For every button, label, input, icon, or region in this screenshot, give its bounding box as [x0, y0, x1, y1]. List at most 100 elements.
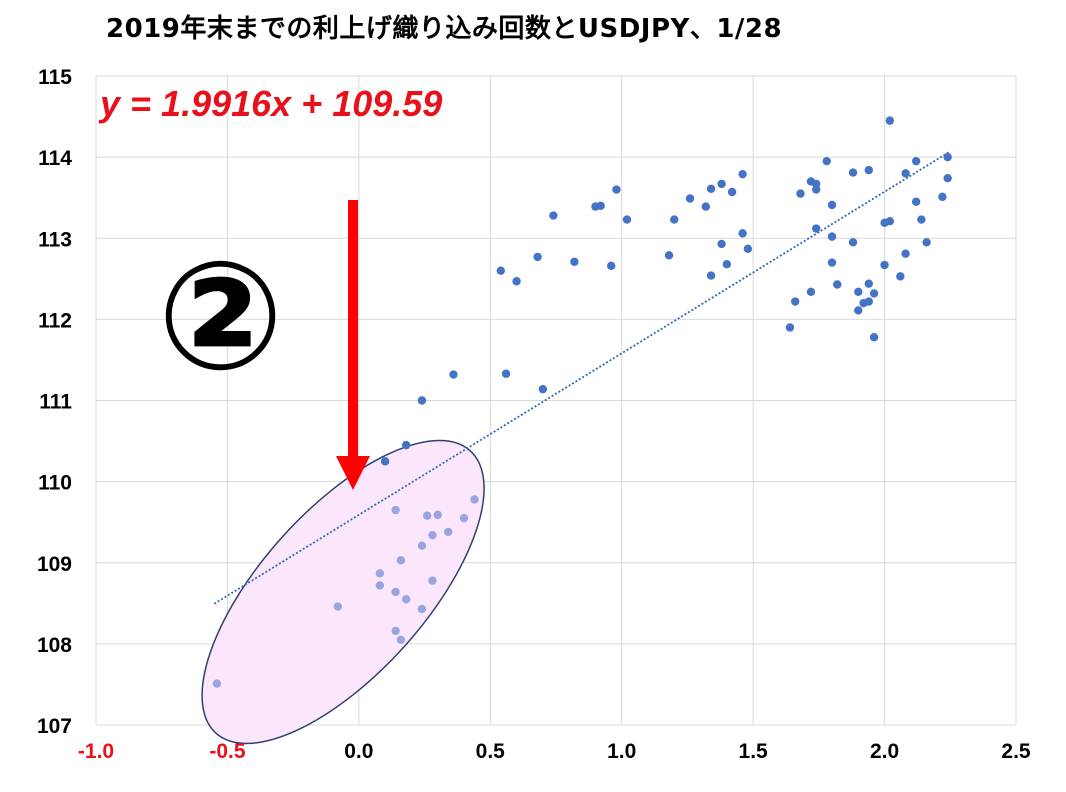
data-point	[607, 261, 616, 271]
y-tick-label: 112	[38, 309, 72, 332]
data-point	[664, 251, 674, 260]
data-point	[901, 249, 910, 258]
data-point	[869, 289, 879, 298]
data-point	[596, 201, 605, 210]
data-point	[938, 192, 947, 202]
x-tick-label: -0.5	[209, 740, 246, 763]
data-point	[854, 306, 863, 315]
x-tick-label: 2.5	[1001, 740, 1031, 763]
data-point	[864, 279, 873, 288]
data-point	[869, 333, 879, 342]
data-points-layer	[212, 116, 952, 688]
data-point	[833, 280, 842, 289]
y-tick-label: 114	[38, 147, 72, 170]
highlighted-data-point	[470, 495, 479, 504]
y-tick-label: 110	[38, 472, 72, 495]
highlight-ellipse-layer	[201, 439, 485, 745]
data-point	[864, 297, 873, 306]
data-point	[417, 396, 427, 405]
highlighted-data-point	[391, 587, 400, 597]
highlighted-data-point	[417, 541, 427, 550]
data-point	[512, 277, 521, 286]
data-point	[727, 187, 737, 197]
data-point	[806, 287, 816, 296]
data-point	[943, 152, 952, 162]
data-point	[812, 224, 821, 233]
data-point	[822, 156, 831, 166]
data-point	[538, 384, 548, 394]
highlighted-data-point	[444, 527, 453, 537]
highlighted-data-point	[333, 602, 343, 611]
highlighted-data-point	[417, 604, 427, 614]
data-point	[812, 185, 821, 194]
data-point	[380, 457, 390, 466]
data-point	[864, 165, 873, 175]
y-tick-label: 108	[37, 634, 72, 657]
data-point	[722, 260, 732, 269]
highlighted-data-point	[391, 626, 400, 636]
data-point	[401, 440, 411, 450]
data-point	[612, 185, 621, 194]
data-point	[701, 202, 711, 211]
regression-equation-label: y = 1.9916x + 109.59	[98, 83, 442, 124]
data-point	[743, 244, 753, 253]
trendline	[213, 150, 951, 605]
data-point	[496, 266, 505, 275]
y-tick-label: 113	[38, 228, 72, 251]
y-tick-label: 107	[37, 715, 72, 738]
data-point	[885, 116, 895, 125]
data-point	[943, 174, 952, 183]
data-point	[501, 369, 511, 378]
data-point	[911, 156, 921, 166]
data-point	[848, 168, 858, 177]
data-point	[854, 287, 863, 296]
y-tick-label: 115	[38, 66, 72, 89]
data-point	[717, 239, 726, 249]
highlighted-data-point	[396, 635, 406, 645]
data-point	[706, 271, 716, 280]
highlighted-data-point	[375, 569, 385, 578]
data-point	[911, 197, 921, 206]
highlighted-data-point	[459, 513, 469, 523]
x-tick-label: 0.0	[344, 740, 373, 763]
data-point	[549, 211, 558, 220]
data-point	[827, 232, 837, 241]
data-point	[796, 189, 805, 198]
data-point	[706, 184, 716, 193]
data-point	[896, 272, 905, 281]
data-point	[738, 229, 747, 238]
highlighted-data-point	[212, 679, 222, 688]
data-point	[685, 194, 695, 203]
annotation-number-label: ②	[157, 230, 284, 404]
y-tick-label: 109	[37, 553, 72, 576]
data-point	[848, 238, 858, 247]
data-point	[880, 260, 889, 270]
annotations-layer: y = 1.9916x + 109.59 ②	[98, 83, 442, 490]
highlight-ellipse	[201, 439, 485, 745]
highlighted-data-point	[428, 576, 437, 585]
data-point	[785, 323, 795, 332]
data-point	[622, 215, 632, 224]
data-point	[570, 257, 579, 266]
trendline-layer	[213, 150, 951, 605]
arrow-head	[336, 456, 370, 490]
highlighted-data-point	[433, 510, 442, 520]
data-point	[827, 258, 837, 267]
data-point	[885, 217, 895, 226]
tick-labels-layer: 107 108 109 110 111 112 113 114 115 -1.0 -0.5 0.0 0.…	[37, 66, 1031, 763]
data-point	[738, 169, 747, 179]
highlighted-data-point	[401, 595, 411, 604]
data-point	[917, 215, 926, 224]
data-point	[449, 370, 458, 379]
highlighted-data-point	[391, 505, 400, 515]
x-tick-label: 0.5	[476, 740, 506, 763]
data-point	[670, 215, 679, 224]
highlighted-data-point	[423, 511, 432, 520]
y-tick-label: 111	[39, 391, 72, 414]
data-point	[922, 238, 931, 247]
chart-title: 2019年末までの利上げ織り込み回数とUSDJPY、1/28	[106, 14, 783, 44]
x-tick-label: 2.0	[870, 740, 899, 763]
data-point	[717, 179, 726, 189]
x-tick-label: 1.0	[607, 740, 636, 763]
